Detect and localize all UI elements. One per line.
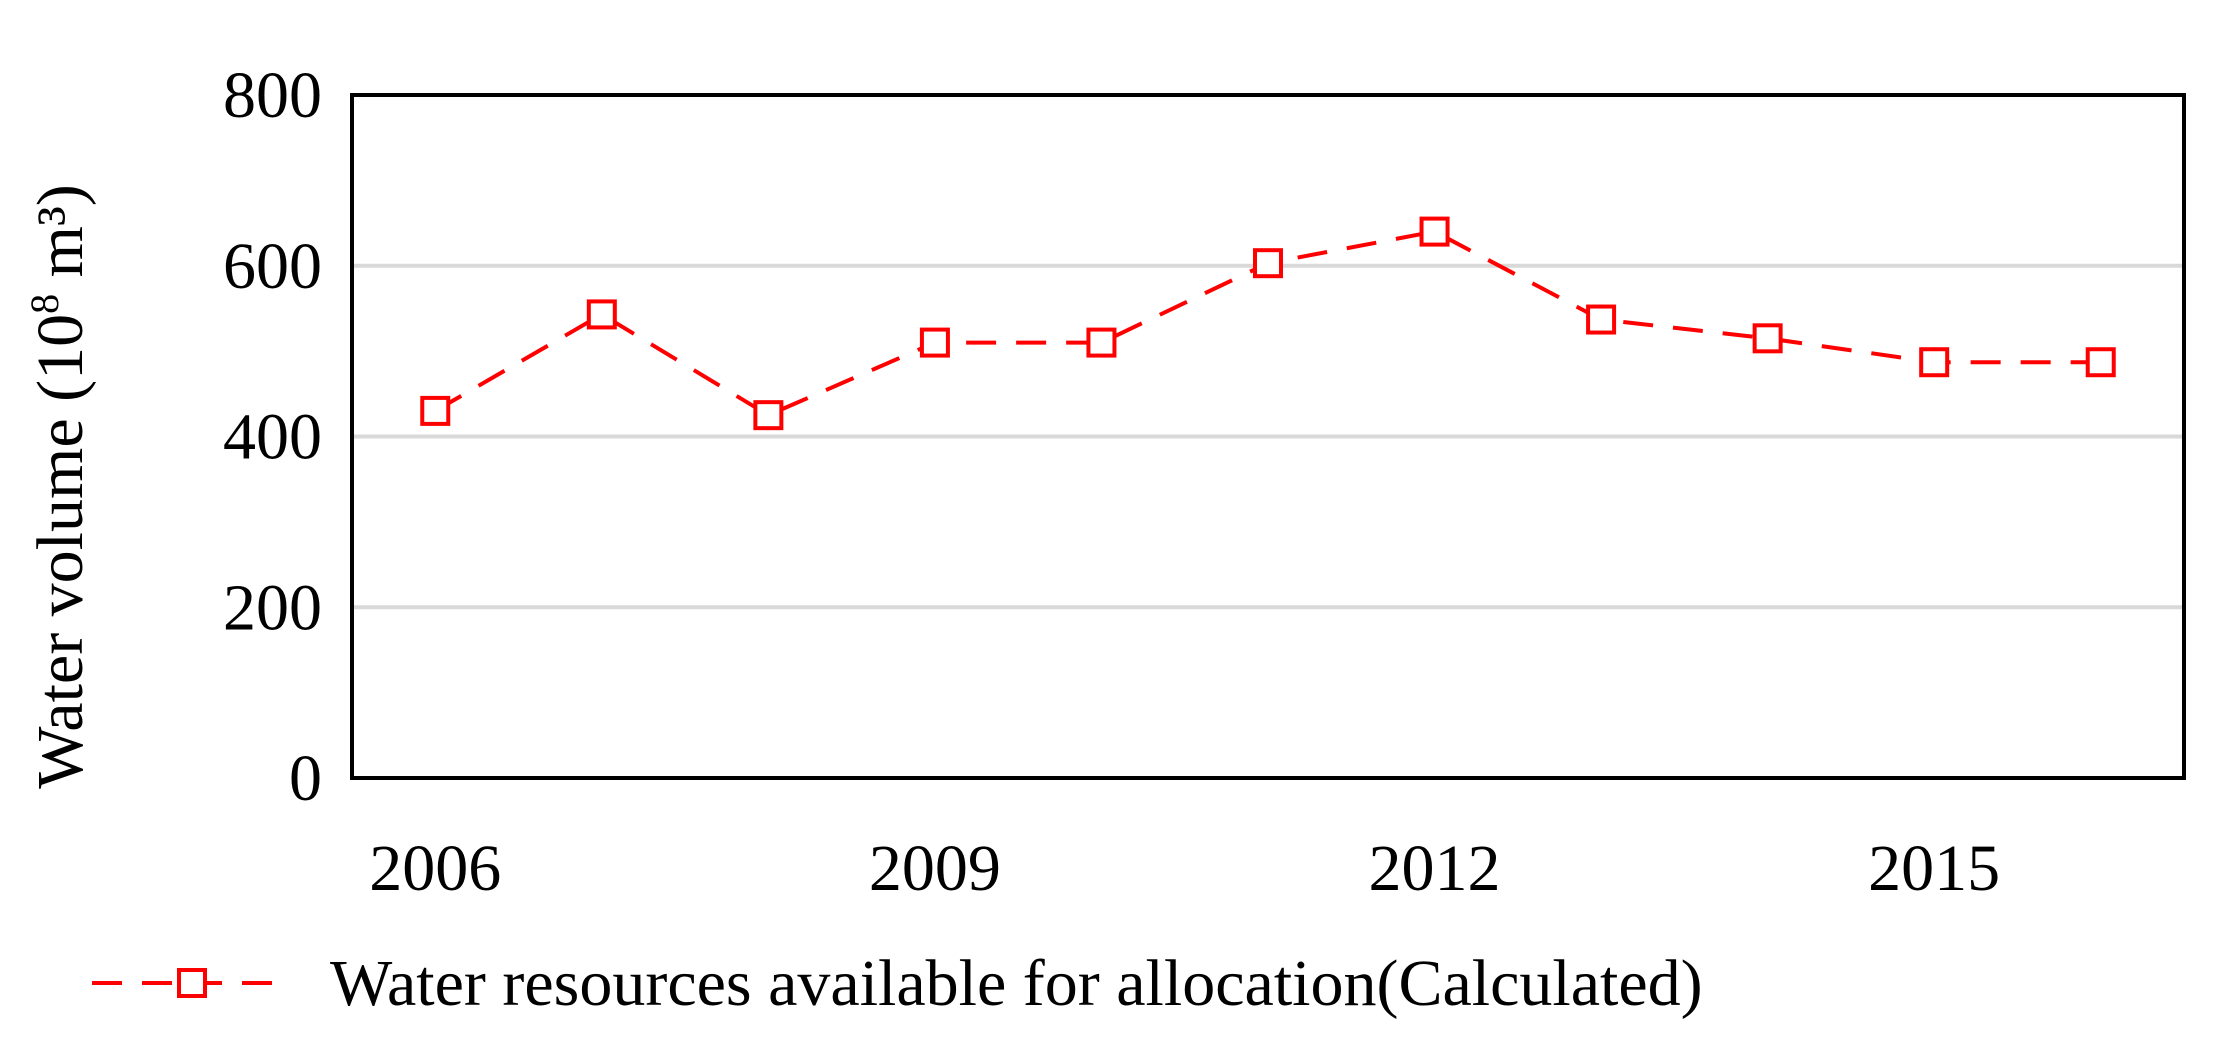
plot-area-frame (350, 93, 2186, 780)
data-point-2008 (753, 400, 784, 431)
x-axis-ticks: 2006 2009 2012 2015 (369, 832, 2000, 905)
x-tick-label-2015: 2015 (1868, 832, 2000, 905)
y-tick-label-0: 0 (289, 742, 322, 815)
data-point-2012 (1419, 216, 1450, 247)
y-axis-ticks: 0 200 400 600 800 (223, 59, 322, 815)
series-group (420, 216, 2116, 431)
x-tick-label-2012: 2012 (1369, 832, 1501, 905)
data-point-2016 (2085, 347, 2116, 378)
data-point-2011 (1253, 248, 1283, 279)
data-point-2014 (1752, 323, 1783, 354)
x-tick-label-2006: 2006 (369, 832, 501, 905)
y-axis-label-superscript: 8 (22, 294, 67, 314)
legend-marker-square (177, 968, 207, 998)
data-point-2007 (586, 299, 617, 330)
grid-lines (352, 263, 2184, 610)
y-axis-label-suffix: m³) (24, 184, 97, 294)
y-tick-label-800: 800 (223, 59, 322, 132)
data-point-2015 (1919, 347, 1950, 378)
y-tick-label-200: 200 (223, 571, 322, 644)
y-tick-label-400: 400 (223, 401, 322, 474)
x-tick-label-2009: 2009 (869, 832, 1001, 905)
data-point-2006 (420, 395, 451, 426)
y-axis-label: Water volume (108 m³) (22, 184, 97, 788)
legend-label: Water resources available for allocation… (330, 947, 1703, 1020)
y-tick-label-600: 600 (223, 230, 322, 303)
data-point-2013 (1586, 304, 1617, 335)
y-axis-label-prefix: Water volume (10 (24, 314, 97, 789)
data-point-2009 (919, 327, 950, 358)
data-point-2010 (1086, 327, 1117, 358)
legend: Water resources available for allocation… (92, 947, 1703, 1020)
